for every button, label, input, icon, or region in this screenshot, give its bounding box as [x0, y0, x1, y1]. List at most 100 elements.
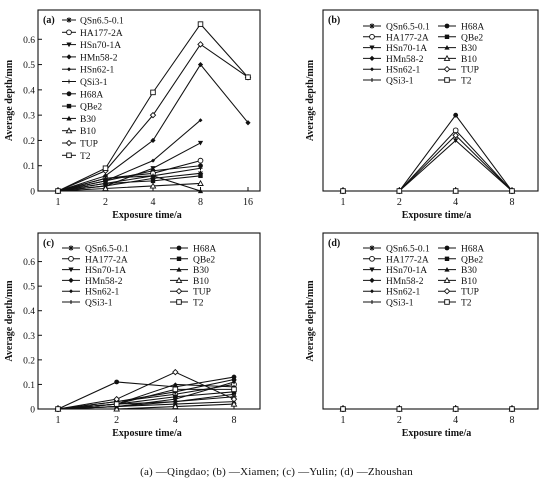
data-point	[149, 182, 157, 189]
legend-label: B10	[461, 55, 477, 65]
data-point	[396, 406, 403, 412]
data-point	[114, 379, 120, 385]
legend-label: HSn70-1A	[386, 266, 427, 276]
legend-marker	[444, 77, 450, 83]
legend-marker	[67, 79, 71, 84]
x-tick-label: 4	[453, 415, 458, 426]
legend-label: TUP	[80, 140, 98, 150]
legend-marker	[68, 245, 74, 251]
panel-label: (b)	[328, 15, 340, 26]
legend-label: QBe2	[461, 255, 483, 265]
y-tick-label: 0.2	[23, 137, 35, 147]
legend-marker	[444, 34, 450, 39]
data-point	[452, 188, 459, 194]
data-point	[245, 120, 251, 126]
legend-marker	[444, 45, 450, 50]
legend-label: TUP	[461, 66, 479, 76]
x-tick-label: 2	[103, 197, 108, 208]
x-tick-label: 1	[341, 197, 346, 208]
series-line	[343, 114, 513, 192]
legend-label: H68A	[193, 245, 216, 255]
legend-label: QBe2	[193, 255, 215, 265]
series-line	[57, 175, 201, 192]
y-tick-label: 0	[30, 406, 35, 416]
legend-marker	[175, 276, 183, 283]
legend-label: TUP	[461, 288, 479, 298]
series-line	[343, 129, 513, 192]
legend-label: B30	[80, 115, 96, 125]
x-tick-label: 16	[243, 197, 253, 208]
data-point	[197, 170, 204, 176]
data-point	[113, 405, 121, 412]
data-point	[113, 401, 120, 407]
legend-label: HMn58-2	[85, 277, 123, 287]
legend-label: H68A	[461, 245, 484, 255]
plot-frame	[37, 232, 261, 410]
legend-label: HA177-2A	[386, 33, 429, 43]
legend-marker	[66, 115, 72, 121]
legend-marker	[66, 29, 72, 36]
legend-marker	[369, 245, 375, 251]
data-point	[452, 406, 459, 412]
legend-label: B30	[461, 44, 477, 54]
legend-label: HSn70-1A	[386, 44, 427, 54]
data-point	[197, 140, 204, 146]
legend-marker	[369, 33, 375, 40]
legend-label: T2	[80, 152, 91, 162]
legend-marker	[444, 256, 450, 261]
legend-label: H68A	[461, 23, 484, 33]
legend-marker	[443, 287, 451, 295]
data-point	[197, 157, 204, 164]
data-point	[230, 400, 238, 407]
data-point	[150, 178, 156, 184]
legend-label: QSi3-1	[80, 78, 108, 88]
data-point	[340, 406, 346, 412]
data-point	[198, 163, 203, 169]
y-tick-label: 0.2	[23, 356, 35, 366]
legend-label: QSi3-1	[85, 299, 113, 309]
legend-label: HSn62-1	[80, 66, 115, 76]
x-axis-title: Exposure time/a	[402, 428, 472, 439]
x-tick-label: 2	[114, 415, 119, 426]
data-point	[150, 137, 156, 144]
plot-frame	[322, 9, 539, 192]
legend-marker	[369, 23, 375, 29]
series-line	[58, 403, 235, 410]
data-point	[231, 379, 237, 385]
chart-panel-d: (d) 1 2 4 8 Exposure time/a Average depth/mm QS…	[305, 232, 539, 439]
legend-marker	[69, 300, 73, 304]
legend-label: HA177-2A	[85, 255, 128, 265]
figure-canvas: (a) 1 2 4 8 16 0 0.1 0.2 0.3 0.4 0.5 0.6 Exposure tim…	[4, 9, 539, 439]
data-point	[197, 179, 204, 186]
legend-marker	[176, 245, 182, 251]
legend-label: QSn6.5-0.1	[386, 23, 430, 33]
legend-marker	[65, 127, 73, 134]
data-point	[198, 118, 203, 123]
legend-marker	[444, 245, 450, 251]
legend-marker	[65, 139, 73, 147]
x-tick-label: 1	[341, 415, 346, 426]
legend: QSn6.5-0.1HA177-2AHSn70-1AHMn58-2HSn62-1…	[62, 245, 216, 309]
data-point	[452, 127, 459, 134]
y-tick-label: 0.6	[23, 258, 35, 268]
y-tick-label: 0.3	[23, 332, 35, 342]
y-tick-label: 0.5	[23, 283, 35, 293]
data-point	[173, 399, 178, 404]
legend-marker	[67, 67, 71, 72]
data-point	[151, 173, 155, 178]
legend-marker	[370, 78, 374, 82]
legend-label: TUP	[193, 288, 211, 298]
legend-marker	[66, 17, 72, 23]
legend-label: QBe2	[461, 33, 483, 43]
legend-label: QSn6.5-0.1	[85, 245, 129, 255]
y-tick-label: 0.5	[23, 61, 35, 71]
series-line	[57, 119, 201, 192]
legend-label: T2	[461, 299, 472, 309]
x-tick-label: 2	[397, 197, 402, 208]
legend-marker	[66, 91, 72, 97]
legend-marker	[176, 256, 182, 261]
data-point	[198, 173, 203, 179]
data-point	[509, 406, 515, 412]
data-point	[340, 188, 346, 194]
legend-marker	[68, 277, 74, 283]
